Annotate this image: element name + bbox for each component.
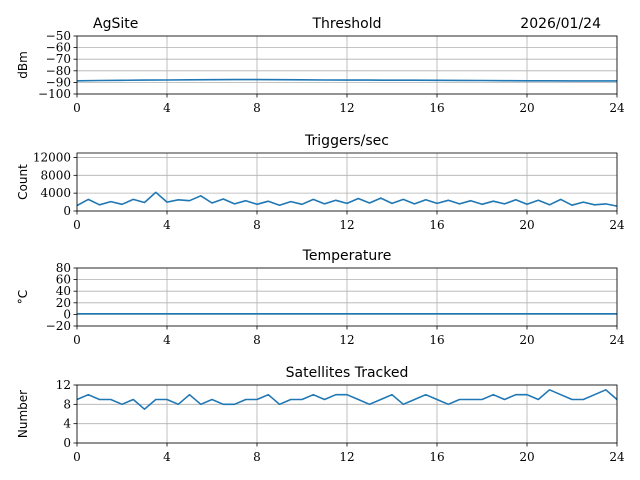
threshold-panel: 0 4 8 12 16 20 24 −100−90−80−70−60−50 Threshold d… [16, 16, 625, 115]
x-tick-label: 16 [429, 101, 444, 115]
x-tick-label: 12 [339, 333, 354, 347]
x-tick-label: 4 [163, 450, 171, 464]
x-tick-label: 0 [73, 333, 81, 347]
panel-title: Satellites Tracked [286, 365, 409, 381]
satellites-panel: 0 4 8 12 16 20 24 0 4 8 12 Satellites Tracked Number [16, 365, 625, 464]
x-tick-label: 0 [73, 218, 81, 232]
x-tick-label: 24 [609, 101, 625, 115]
x-tick-label: 0 [73, 450, 81, 464]
y-tick-label: 40 [56, 284, 71, 298]
y-tick-label: −20 [46, 319, 71, 333]
y-tick-label: 20 [56, 296, 71, 310]
y-tick-label: −90 [46, 75, 71, 89]
x-tick-label: 4 [163, 218, 171, 232]
y-axis-label: dBm [16, 51, 30, 79]
x-tick-label: 16 [429, 333, 444, 347]
y-tick-label: −60 [46, 41, 71, 55]
y-tick-label: 12000 [33, 150, 71, 164]
panel-title: Triggers/sec [304, 133, 389, 149]
y-tick-label: 0 [63, 436, 71, 450]
site-label: AgSite [93, 16, 138, 32]
x-tick-label: 24 [609, 218, 625, 232]
x-tick-label: 12 [339, 450, 354, 464]
y-tick-label: 0 [63, 307, 71, 321]
series-line [76, 78, 617, 82]
y-tick-label: 12 [56, 378, 71, 392]
y-tick-label: −80 [46, 64, 71, 78]
x-tick-label: 20 [519, 218, 534, 232]
y-tick-label: 4000 [40, 186, 71, 200]
y-tick-label: −100 [38, 87, 71, 101]
y-tick-label: −70 [46, 52, 71, 66]
triggers-panel: 0 4 8 12 16 20 24 0 4000 8000 12000 Triggers/sec Cou… [16, 133, 625, 232]
panel-title: Temperature [302, 248, 392, 264]
y-axis-label: Count [16, 164, 30, 200]
x-tick-label: 8 [253, 218, 261, 232]
x-tick-label: 0 [73, 101, 81, 115]
y-tick-label: 8000 [40, 168, 71, 182]
y-tick-label: −50 [46, 29, 71, 43]
y-tick-label: 4 [63, 417, 71, 431]
x-tick-label: 8 [253, 101, 261, 115]
x-tick-label: 20 [519, 333, 534, 347]
x-tick-label: 16 [429, 218, 444, 232]
x-tick-label: 8 [253, 333, 261, 347]
x-tick-label: 20 [519, 450, 534, 464]
y-axis-label: Number [16, 390, 30, 438]
y-tick-label: 8 [63, 397, 71, 411]
y-axis-label: °C [16, 290, 30, 304]
x-tick-label: 8 [253, 450, 261, 464]
x-tick-label: 4 [163, 333, 171, 347]
series-line [76, 388, 618, 411]
date-label: 2026/01/24 [520, 16, 601, 32]
x-tick-label: 4 [163, 101, 171, 115]
x-tick-label: 12 [339, 101, 354, 115]
x-tick-label: 20 [519, 101, 534, 115]
series-line [76, 191, 618, 207]
y-tick-label: 60 [56, 273, 71, 287]
x-tick-label: 12 [339, 218, 354, 232]
x-tick-label: 24 [609, 333, 625, 347]
x-tick-label: 24 [609, 450, 625, 464]
y-tick-label: 80 [56, 261, 71, 275]
panel-title: Threshold [312, 16, 382, 32]
x-tick-label: 16 [429, 450, 444, 464]
y-tick-label: 0 [63, 204, 71, 218]
